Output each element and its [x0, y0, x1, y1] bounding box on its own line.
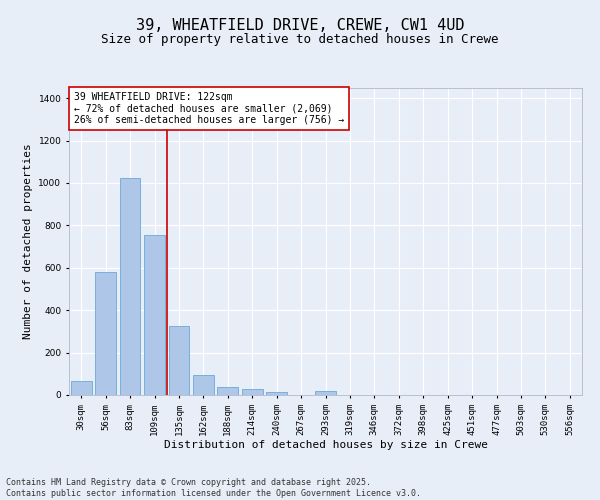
- Bar: [242, 390, 263, 395]
- Text: Contains HM Land Registry data © Crown copyright and database right 2025.
Contai: Contains HM Land Registry data © Crown c…: [6, 478, 421, 498]
- Y-axis label: Number of detached properties: Number of detached properties: [23, 144, 33, 339]
- Bar: [119, 178, 140, 395]
- Bar: [315, 391, 336, 395]
- Bar: [95, 272, 116, 395]
- Text: Size of property relative to detached houses in Crewe: Size of property relative to detached ho…: [101, 32, 499, 46]
- X-axis label: Distribution of detached houses by size in Crewe: Distribution of detached houses by size …: [163, 440, 487, 450]
- Bar: [266, 392, 287, 395]
- Bar: [144, 234, 165, 395]
- Text: 39, WHEATFIELD DRIVE, CREWE, CW1 4UD: 39, WHEATFIELD DRIVE, CREWE, CW1 4UD: [136, 18, 464, 32]
- Text: 39 WHEATFIELD DRIVE: 122sqm
← 72% of detached houses are smaller (2,069)
26% of : 39 WHEATFIELD DRIVE: 122sqm ← 72% of det…: [74, 92, 344, 126]
- Bar: [169, 326, 190, 395]
- Bar: [217, 387, 238, 395]
- Bar: [71, 381, 92, 395]
- Bar: [193, 376, 214, 395]
